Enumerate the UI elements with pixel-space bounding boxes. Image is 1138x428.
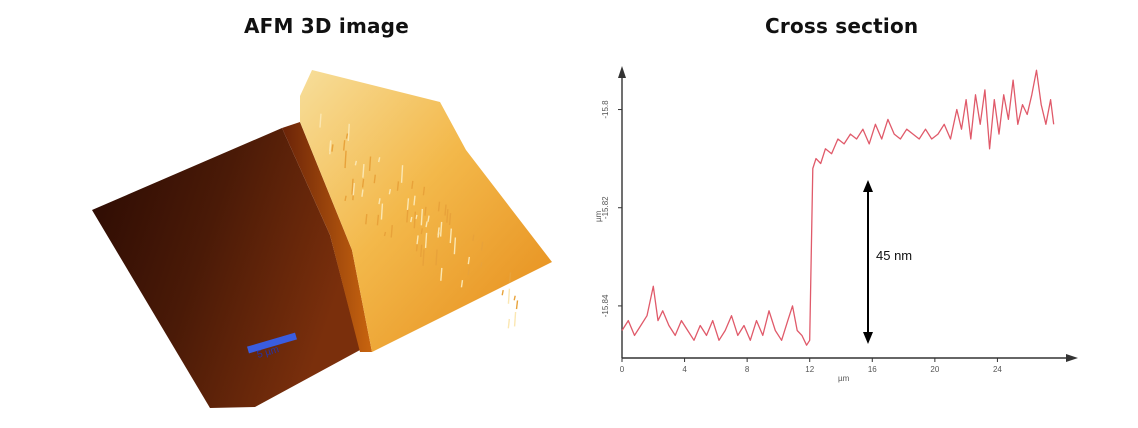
surface-peak	[472, 234, 475, 241]
surface-peak	[368, 156, 372, 171]
surface-peak	[378, 198, 381, 205]
surface-peak	[377, 157, 381, 163]
surface-peak	[362, 164, 365, 178]
surface-peak	[501, 289, 504, 296]
surface-peak	[319, 113, 322, 128]
series-layer	[621, 69, 1055, 346]
surface-peak	[424, 206, 427, 216]
surface-peak	[437, 232, 440, 238]
y-tick-label: -15.8	[601, 100, 610, 119]
surface-peak	[467, 267, 470, 276]
surface-peak	[406, 198, 410, 210]
afm-surface-peaks	[319, 113, 519, 329]
surface-peak	[437, 201, 441, 212]
surface-peak	[480, 241, 484, 251]
y-axis-label: µm	[594, 210, 603, 222]
surface-peak	[342, 140, 346, 151]
surface-peak	[507, 318, 511, 329]
surface-peak	[424, 232, 428, 248]
surface-peak	[467, 256, 471, 265]
surface-peak	[390, 225, 393, 238]
surface-peak	[352, 182, 355, 196]
arrowhead-top	[863, 180, 873, 192]
surface-peak	[351, 178, 354, 195]
surface-peak	[344, 150, 347, 169]
surface-peak	[361, 189, 364, 197]
cross-section-line	[621, 69, 1055, 346]
surface-peak	[444, 204, 447, 216]
surface-peak	[427, 215, 430, 222]
surface-peak	[508, 272, 512, 283]
surface-peak	[422, 249, 425, 266]
surface-peak	[513, 295, 516, 301]
surface-peak	[361, 179, 365, 188]
surface-peak	[453, 237, 457, 255]
surface-peak	[347, 123, 350, 141]
surface-peak	[422, 186, 426, 196]
cross-section-title: Cross section	[765, 14, 919, 38]
x-tick-label: 8	[745, 365, 750, 374]
x-tick-label: 0	[620, 365, 625, 374]
surface-peak	[345, 133, 349, 139]
surface-peak	[373, 174, 376, 184]
surface-peak	[513, 311, 517, 327]
y-tick-label: -15.82	[601, 196, 610, 219]
surface-peak	[415, 214, 418, 220]
surface-peak	[507, 288, 511, 304]
surface-peak	[406, 208, 409, 223]
afm-3d-surface	[92, 70, 552, 408]
surface-peak	[388, 189, 392, 195]
x-axis-arrowhead	[1066, 354, 1078, 362]
surface-peak	[416, 235, 419, 245]
y-tick-label: -15.84	[601, 294, 610, 317]
surface-peak	[413, 211, 417, 229]
surface-peak	[446, 209, 449, 223]
x-tick-label: 24	[993, 365, 1002, 374]
surface-peak	[448, 213, 452, 226]
surface-peak	[420, 208, 424, 226]
surface-peak	[383, 231, 387, 237]
y-ticks: -15.84 -15.82 -15.8	[601, 100, 622, 317]
step-height-label: 45 nm	[876, 248, 912, 263]
surface-peak	[354, 160, 358, 166]
x-axis-label: µm	[838, 374, 850, 383]
x-tick-label: 4	[682, 365, 687, 374]
surface-peak	[329, 140, 332, 152]
surface-peak	[420, 228, 423, 235]
surface-peak	[410, 216, 413, 223]
surface-peak	[365, 213, 368, 225]
surface-peak	[396, 181, 400, 191]
surface-peak	[439, 221, 443, 237]
surface-peak	[420, 244, 423, 258]
cross-section-chart: 0 4 8 12 16 20 24 -15.84 -15.82 -15.8 µm µm 45 n…	[594, 66, 1078, 383]
afm-step-edge	[282, 122, 372, 352]
surface-peak	[376, 214, 380, 226]
y-axis-arrowhead	[618, 66, 626, 78]
surface-peak	[480, 262, 483, 268]
surface-peak	[449, 228, 452, 244]
step-height-arrow	[863, 180, 873, 344]
x-tick-label: 16	[868, 365, 877, 374]
surface-peak	[460, 279, 464, 288]
surface-peak	[425, 221, 428, 228]
surface-peak	[380, 203, 384, 220]
x-tick-label: 20	[930, 365, 939, 374]
x-ticks: 0 4 8 12 16 20 24	[620, 358, 1002, 374]
surface-peak	[344, 195, 347, 202]
arrowhead-bottom	[863, 332, 873, 344]
surface-peak	[331, 144, 334, 152]
surface-peak	[435, 249, 438, 266]
x-tick-label: 12	[805, 365, 814, 374]
surface-peak	[440, 267, 443, 281]
surface-peak	[400, 165, 404, 183]
afm-3d-title: AFM 3D image	[244, 14, 409, 38]
surface-peak	[413, 195, 416, 206]
surface-peak	[411, 180, 414, 189]
surface-peak	[515, 300, 519, 310]
